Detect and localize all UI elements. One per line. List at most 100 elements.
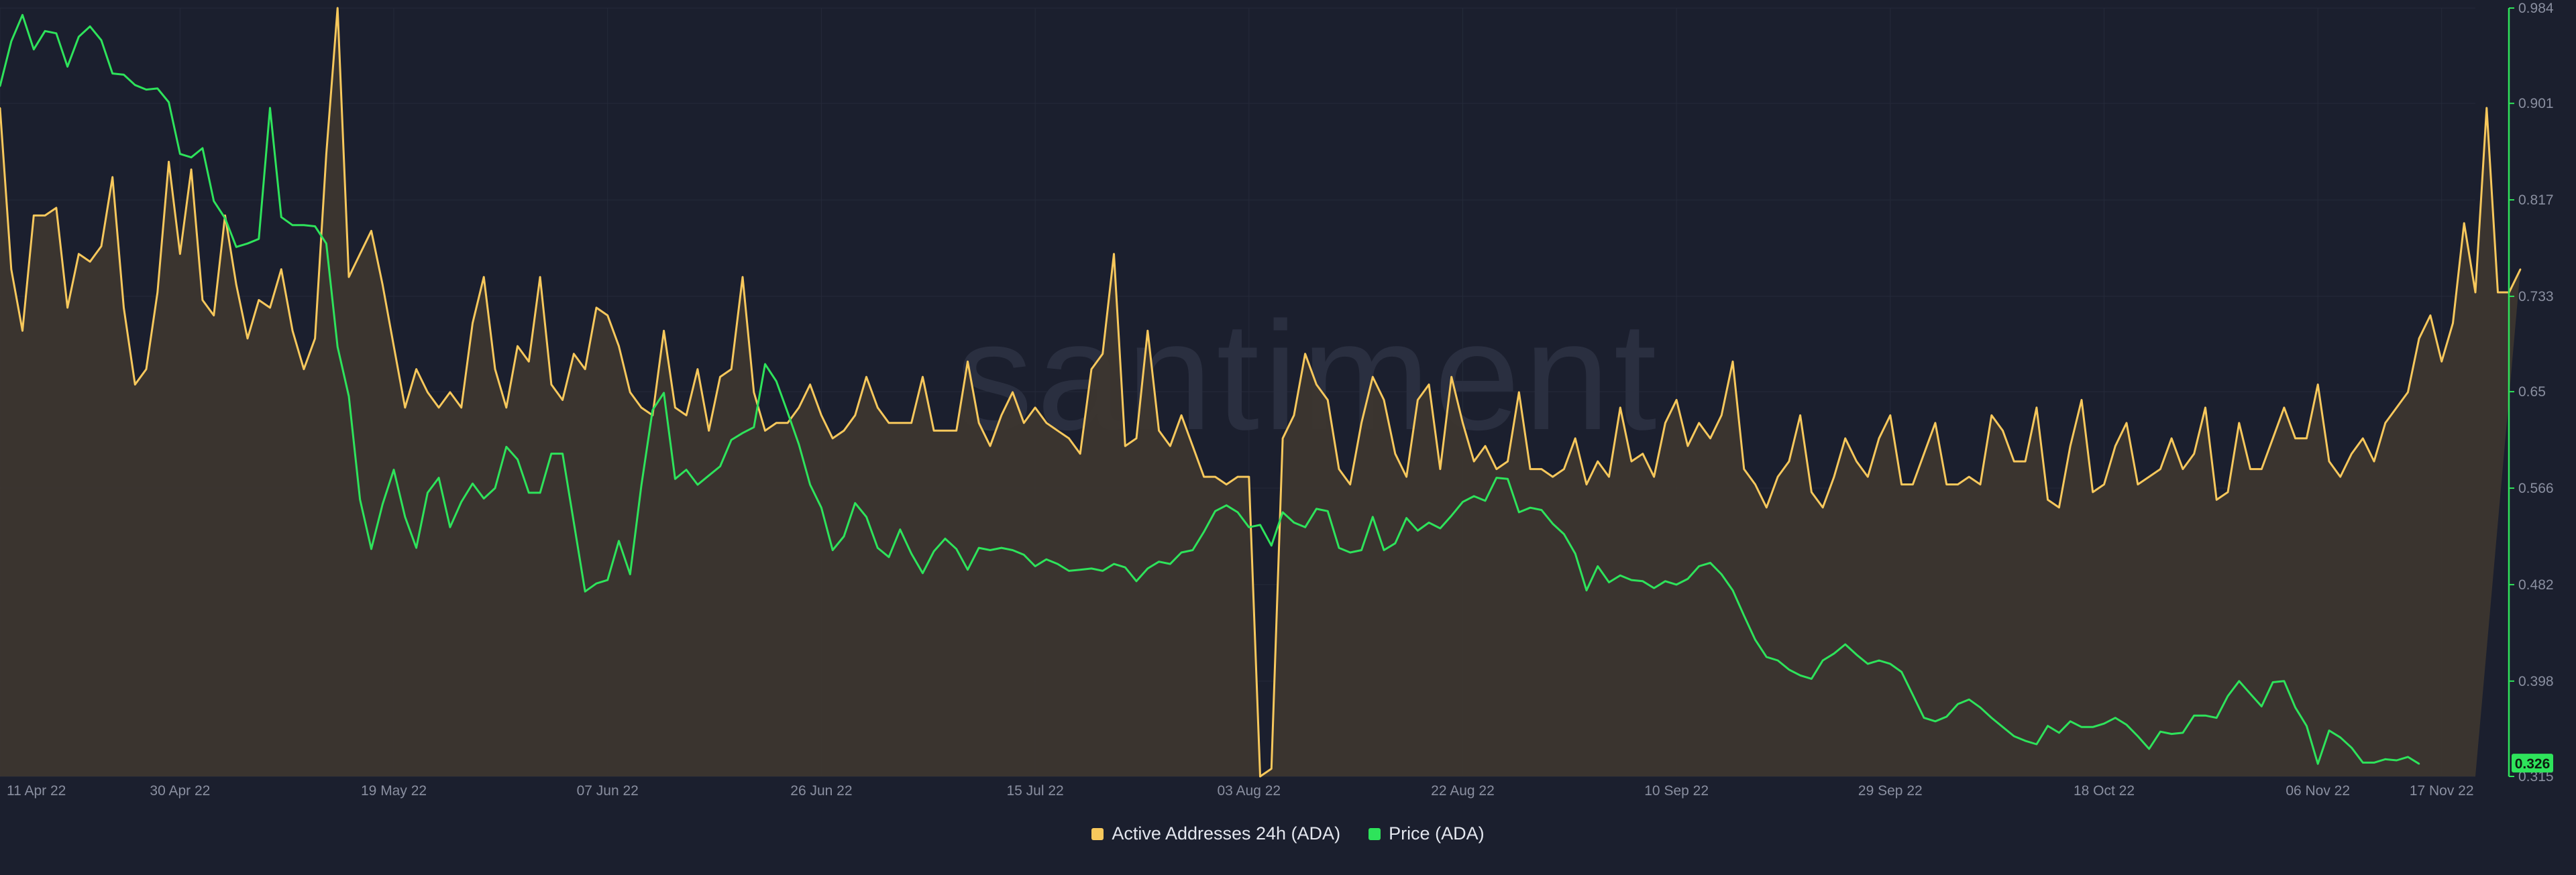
active-addresses-point — [10, 268, 12, 270]
active-addresses-point — [44, 215, 46, 217]
price-point — [2362, 762, 2364, 764]
active-addresses-point — [325, 153, 327, 155]
price-point — [44, 30, 46, 32]
active-addresses-point — [775, 422, 777, 424]
price-point — [1518, 511, 1520, 514]
active-addresses-point — [1405, 475, 1407, 478]
active-addresses-point — [1743, 468, 1745, 470]
price-point — [528, 491, 530, 494]
price-point — [786, 411, 789, 414]
active-addresses-point — [832, 437, 834, 439]
active-addresses-point — [1776, 475, 1779, 478]
legend-item-price[interactable]: Price (ADA) — [1368, 823, 1485, 844]
active-addresses-point — [2474, 291, 2477, 294]
active-addresses-point — [1945, 483, 1947, 485]
active-addresses-point — [2519, 268, 2522, 270]
price-point — [1867, 662, 1869, 665]
price-point — [1563, 533, 1565, 535]
active-addresses-point — [731, 368, 733, 370]
active-addresses-point — [1788, 460, 1790, 463]
price-point — [1709, 562, 1711, 564]
active-addresses-point — [78, 253, 80, 255]
active-addresses-point — [1900, 483, 1902, 485]
price-point — [2238, 680, 2240, 682]
active-addresses-point — [1191, 445, 1194, 447]
price-point — [1146, 567, 1149, 570]
active-addresses-point — [696, 368, 699, 370]
active-addresses-point — [550, 384, 553, 386]
price-point — [2283, 680, 2286, 682]
active-addresses-point — [640, 406, 643, 409]
active-addresses-point — [1034, 406, 1036, 409]
legend-item-active-addresses[interactable]: Active Addresses 24h (ADA) — [1091, 823, 1340, 844]
price-point — [640, 485, 643, 487]
price-point — [1675, 583, 1678, 586]
active-addresses-area-fill — [0, 8, 2521, 776]
price-point — [1484, 500, 1487, 502]
active-addresses-point — [1203, 475, 1205, 478]
active-addresses-point — [1889, 414, 1891, 416]
price-point — [1878, 659, 1880, 662]
active-addresses-point — [1867, 475, 1869, 478]
active-addresses-point — [494, 368, 496, 370]
active-addresses-point — [1236, 475, 1239, 478]
price-point — [303, 224, 305, 226]
active-addresses-point — [1428, 384, 1430, 386]
active-addresses-point — [2396, 406, 2398, 409]
active-addresses-point — [618, 345, 620, 347]
price-point — [1856, 654, 1858, 656]
active-addresses-point — [753, 391, 755, 394]
price-point — [1057, 563, 1059, 565]
price-point — [100, 39, 103, 42]
price-point — [111, 72, 113, 74]
active-addresses-point — [1045, 422, 1048, 424]
price-point — [1822, 659, 1824, 662]
active-addresses-point — [2294, 437, 2296, 439]
active-addresses-point — [55, 207, 58, 209]
active-addresses-point — [978, 422, 980, 424]
price-point — [449, 526, 451, 528]
price-point — [517, 459, 519, 461]
price-point — [269, 107, 271, 109]
active-addresses-point — [21, 330, 23, 332]
legend-price-label: Price (ADA) — [1389, 823, 1485, 843]
active-addresses-point — [539, 276, 541, 278]
price-point — [1686, 578, 1689, 580]
price-point — [1236, 511, 1239, 514]
price-point — [2384, 758, 2386, 760]
active-addresses-point — [764, 430, 766, 432]
price-point — [1597, 565, 1599, 567]
price-point — [2182, 732, 2184, 734]
price-point — [1833, 652, 1835, 654]
active-addresses-point — [1878, 437, 1880, 439]
price-point — [347, 395, 350, 398]
price-point — [2407, 756, 2409, 758]
active-addresses-point — [472, 322, 474, 325]
price-point — [1428, 522, 1430, 524]
y-tick-label: 0.482 — [2518, 577, 2554, 593]
active-addresses-point — [2204, 406, 2206, 409]
price-point — [235, 246, 237, 248]
price-point — [584, 591, 586, 593]
price-point — [1034, 565, 1036, 567]
price-point — [1248, 526, 1250, 528]
current-price-badge — [2512, 754, 2553, 773]
active-addresses-point — [1012, 391, 1014, 394]
price-point — [337, 346, 339, 348]
active-addresses-point — [1057, 430, 1059, 432]
price-point — [854, 502, 856, 504]
active-addresses-point — [2002, 430, 2004, 432]
active-addresses-point — [1462, 422, 1464, 424]
price-point — [1844, 643, 1846, 646]
active-addresses-point — [1158, 430, 1160, 432]
active-addresses-point — [1653, 475, 1655, 478]
price-point — [168, 101, 170, 103]
y-tick-label: 0.315 — [2518, 769, 2554, 784]
active-addresses-point — [1079, 453, 1081, 455]
active-addresses-point — [2137, 483, 2139, 485]
active-addresses-point — [404, 406, 406, 409]
active-addresses-point — [134, 384, 136, 386]
price-point — [179, 153, 181, 155]
price-point — [201, 147, 204, 150]
active-addresses-point — [145, 368, 148, 370]
